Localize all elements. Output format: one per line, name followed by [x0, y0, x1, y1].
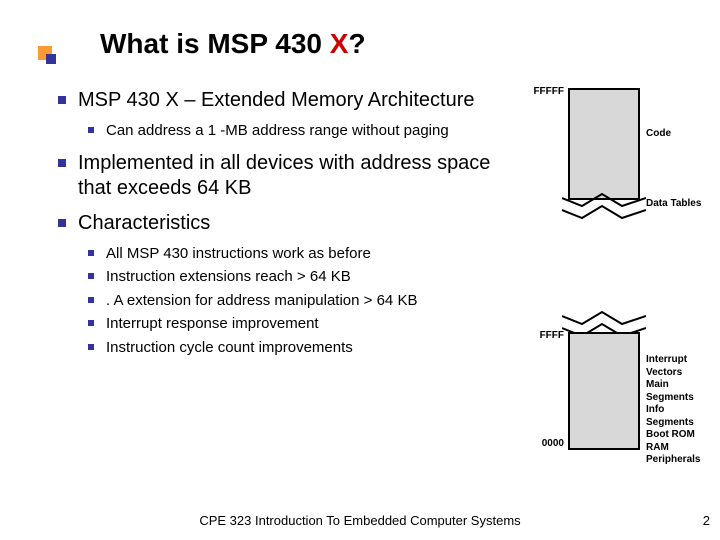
bullet-2-text: Characteristics	[78, 212, 210, 234]
break-top	[562, 192, 646, 216]
bullet-2-sub-3: Interrupt response improvement	[106, 314, 518, 334]
bullet-2-sub-1: Instruction extensions reach > 64 KB	[106, 267, 518, 287]
bullet-2-sub-0: All MSP 430 instructions work as before	[106, 244, 518, 264]
mem-top-rect	[568, 88, 640, 200]
memory-diagram: FFFFF FFFF 0000 Code Data Tables Interru…	[522, 88, 700, 458]
title-suffix: ?	[348, 28, 365, 59]
slide-title: What is MSP 430 X?	[100, 28, 700, 60]
break-bottom	[562, 310, 646, 334]
bullet-0: MSP 430 X – Extended Memory Architecture…	[78, 88, 518, 141]
bullet-0-text: MSP 430 X – Extended Memory Architecture	[78, 89, 475, 111]
addr-bot: 0000	[524, 438, 564, 449]
bullet-2-sub-2: . A extension for address manipulation >…	[106, 291, 518, 311]
lbl-data: Data Tables	[646, 198, 701, 211]
mem-bottom-rect	[568, 332, 640, 450]
title-decor	[38, 46, 60, 68]
footer-text: CPE 323 Introduction To Embedded Compute…	[0, 513, 720, 528]
title-prefix: What is MSP 430	[100, 28, 330, 59]
bullet-2: Characteristics All MSP 430 instructions…	[78, 211, 518, 358]
lbl-bottom: Interrupt Vectors Main Segments Info Seg…	[646, 354, 700, 467]
page-number: 2	[703, 513, 710, 528]
bullet-0-sub-0: Can address a 1 -MB address range withou…	[106, 121, 518, 141]
text-column: MSP 430 X – Extended Memory Architecture…	[50, 88, 522, 367]
title-x: X	[330, 28, 349, 59]
lbl-code: Code	[646, 128, 671, 141]
bullet-2-sub-4: Instruction cycle count improvements	[106, 338, 518, 358]
addr-top: FFFFF	[524, 86, 564, 97]
addr-mid: FFFF	[524, 330, 564, 341]
bullet-1: Implemented in all devices with address …	[78, 151, 518, 201]
